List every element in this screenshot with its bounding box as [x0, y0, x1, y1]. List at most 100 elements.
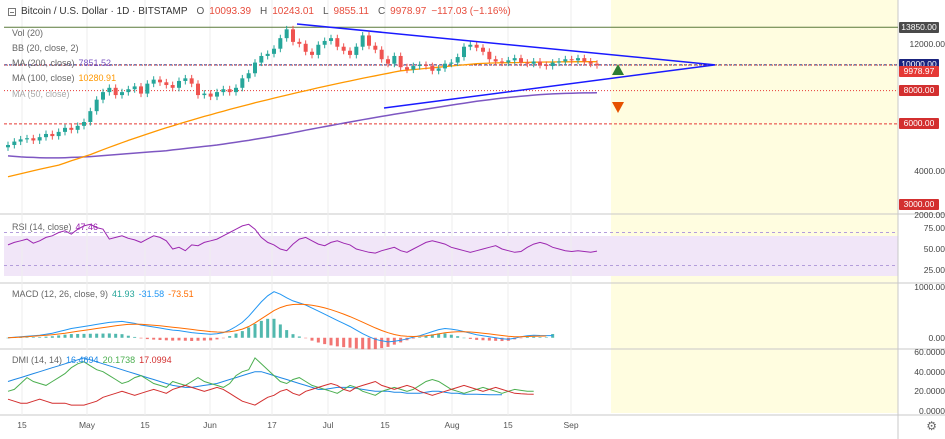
candle-body: [519, 58, 523, 63]
change-value: −117.03 (−1.16%): [431, 6, 511, 17]
breakdown-down-arrow: [612, 102, 624, 113]
macd-histogram-bar: [145, 337, 149, 340]
candle-body: [538, 61, 542, 65]
macd-histogram-bar: [367, 337, 371, 350]
macd-signal-line: [7, 303, 547, 339]
macd-histogram-bar: [202, 337, 206, 341]
rsi-band: [4, 236, 898, 276]
candle-body: [126, 89, 131, 93]
axis-tick-label: 25.00: [923, 264, 945, 275]
low-value: 9855.11: [333, 6, 369, 17]
high-value: 10243.01: [272, 6, 314, 17]
macd-histogram-bar: [126, 335, 130, 338]
candle-body: [37, 137, 42, 141]
macd-histogram-bar: [171, 337, 175, 341]
ma50-indicator[interactable]: MA (50, close): [12, 89, 70, 99]
candle-body: [411, 66, 416, 70]
macd-histogram-bar: [468, 337, 472, 339]
candle-body: [360, 35, 365, 47]
macd-histogram-bar: [532, 336, 536, 338]
macd-histogram-bar: [88, 333, 92, 338]
candle-body: [12, 141, 17, 145]
collapse-icon[interactable]: [8, 7, 16, 16]
candle-body: [417, 64, 422, 67]
macd-label: MACD (12, 26, close, 9): [12, 289, 109, 299]
candle-body: [462, 46, 466, 58]
candle-body: [398, 55, 403, 68]
vol-indicator[interactable]: Vol (20): [12, 28, 44, 38]
candle-body: [31, 138, 36, 141]
dmi-legend[interactable]: DMI (14, 14) 16.4694 20.1738 17.0994: [12, 355, 172, 365]
ma200-label: MA (200, close): [12, 58, 75, 68]
macd-histogram-bar: [177, 337, 181, 341]
candle-body: [557, 61, 561, 63]
x-axis-label: May: [78, 420, 96, 430]
rsi-legend[interactable]: RSI (14, close) 47.46: [12, 222, 98, 232]
macd-histogram-bar: [430, 334, 434, 338]
candle-body: [234, 87, 238, 93]
candle-body: [563, 59, 568, 62]
ma100-value: 10280.91: [78, 73, 117, 83]
macd-histogram-bar: [494, 337, 498, 341]
candle-body: [392, 55, 397, 64]
macd-histogram-bar: [456, 336, 460, 338]
candle-body: [69, 127, 74, 130]
x-axis-label: 15: [140, 420, 150, 430]
candle-body: [500, 61, 504, 63]
close-value: 9978.97: [390, 6, 427, 17]
candle-body: [379, 49, 384, 60]
macd-histogram-bar: [76, 333, 80, 338]
candle-body: [139, 86, 143, 94]
dmi-minus-line: [7, 380, 534, 406]
ma100-indicator[interactable]: MA (100, close) 10280.91: [12, 73, 116, 83]
axis-tick-label: 50.00: [923, 244, 945, 254]
macd-histogram-bar: [272, 318, 276, 338]
macd-histogram-bar: [253, 323, 257, 338]
macd-histogram-bar: [50, 336, 54, 338]
axis-tick-label: 0.0000: [919, 406, 945, 417]
candle-body: [455, 57, 460, 63]
candle-body: [145, 83, 150, 94]
candle-body: [373, 45, 378, 50]
macd-histogram-bar: [31, 337, 35, 338]
macd-histogram-bar: [164, 337, 168, 341]
candle-body: [335, 38, 340, 47]
macd-histogram-bar: [361, 337, 365, 350]
macd-histogram-bar: [209, 337, 213, 341]
macd-histogram-bar: [342, 337, 346, 348]
candle-body: [310, 51, 314, 55]
gear-icon[interactable]: ⚙: [926, 419, 937, 433]
candle-body: [297, 41, 302, 44]
macd-histogram-bar: [107, 333, 111, 338]
macd-histogram-bar: [190, 337, 194, 341]
candle-body: [113, 87, 118, 96]
dmi-value-3: 17.0994: [139, 355, 172, 365]
x-axis-label: 15: [503, 420, 513, 430]
low-key: L: [322, 6, 329, 17]
ma200-indicator[interactable]: MA (200, close) 7851.52: [12, 58, 111, 68]
macd-legend[interactable]: MACD (12, 26, close, 9) 41.93 -31.58 -73.51: [12, 289, 194, 299]
candle-body: [512, 58, 517, 61]
macd-histogram-bar: [57, 335, 61, 338]
macd-histogram-bar: [266, 318, 270, 338]
candle-body: [544, 64, 549, 67]
macd-line: [7, 291, 553, 343]
macd-histogram-bar: [481, 337, 485, 341]
x-axis-label: 15: [380, 420, 390, 430]
triangle-lower-trendline: [383, 64, 716, 109]
candle-body: [132, 86, 137, 90]
candle-body: [259, 55, 264, 63]
macd-histogram-bar: [544, 337, 548, 338]
candle-body: [272, 48, 276, 54]
candle-body: [107, 87, 112, 93]
rsi-line: [7, 223, 598, 254]
bb-indicator[interactable]: BB (20, close, 2): [12, 43, 79, 53]
dmi-label: DMI (14, 14): [12, 355, 63, 365]
ma200-line: [7, 92, 598, 159]
candle-body: [50, 133, 55, 137]
candle-body: [588, 61, 593, 64]
macd-histogram-bar: [475, 337, 479, 340]
macd-histogram-bar: [158, 337, 162, 341]
macd-histogram-bar: [152, 337, 156, 340]
